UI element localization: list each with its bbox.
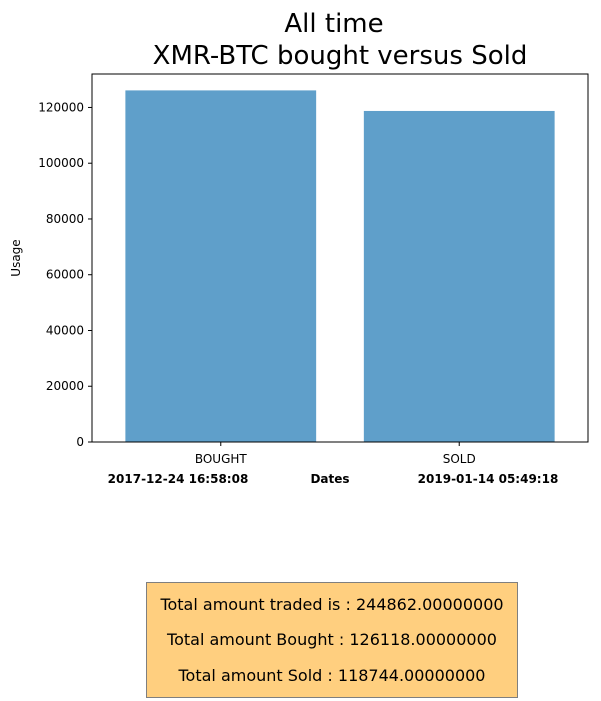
chart-title-line-1: All time <box>284 9 383 39</box>
total-bought-text: Total amount Bought : 126118.00000000 <box>167 630 497 650</box>
total-traded-text: Total amount traded is : 244862.00000000 <box>160 595 504 615</box>
y-tick-label: 120000 <box>38 100 84 114</box>
start-date-label: 2017-12-24 16:58:08 <box>108 472 249 486</box>
x-tick-label: SOLD <box>443 452 476 466</box>
y-tick-label: 60000 <box>46 268 84 282</box>
y-tick-label: 0 <box>76 435 84 449</box>
x-tick-label: BOUGHT <box>195 452 248 466</box>
bar-chart: All time XMR-BTC bought versus Sold 0 200… <box>9 9 589 486</box>
bar-bought <box>125 90 317 442</box>
y-tick-label: 100000 <box>38 156 84 170</box>
summary-box: Total amount traded is : 244862.00000000… <box>146 582 518 698</box>
end-date-label: 2019-01-14 05:49:18 <box>418 472 559 486</box>
y-tick-label: 20000 <box>46 379 84 393</box>
chart-title-line-2: XMR-BTC bought versus Sold <box>153 41 528 71</box>
bar-sold <box>363 110 555 443</box>
y-axis-label: Usage <box>9 239 23 276</box>
y-tick-label: 40000 <box>46 323 84 337</box>
y-tick-label: 80000 <box>46 212 84 226</box>
total-sold-text: Total amount Sold : 118744.00000000 <box>178 665 486 685</box>
x-axis-label: Dates <box>310 472 349 486</box>
plot-frame <box>91 73 589 443</box>
